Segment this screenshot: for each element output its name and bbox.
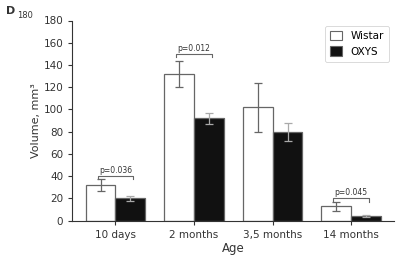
Bar [194,118,224,221]
Legend: Wistar, OXYS: Wistar, OXYS [325,26,389,62]
Bar [273,132,302,221]
Bar [321,206,351,221]
Bar [86,185,116,221]
Bar [351,216,381,221]
Text: p=0.012: p=0.012 [178,44,210,53]
Text: p=0.036: p=0.036 [99,166,132,175]
Bar [243,107,273,221]
Bar [116,198,145,221]
Text: 180: 180 [17,11,32,20]
Text: D: D [6,5,15,16]
Text: p=0.045: p=0.045 [335,188,368,197]
Bar [164,74,194,221]
Y-axis label: Volume, mm³: Volume, mm³ [31,83,41,158]
X-axis label: Age: Age [222,242,245,256]
